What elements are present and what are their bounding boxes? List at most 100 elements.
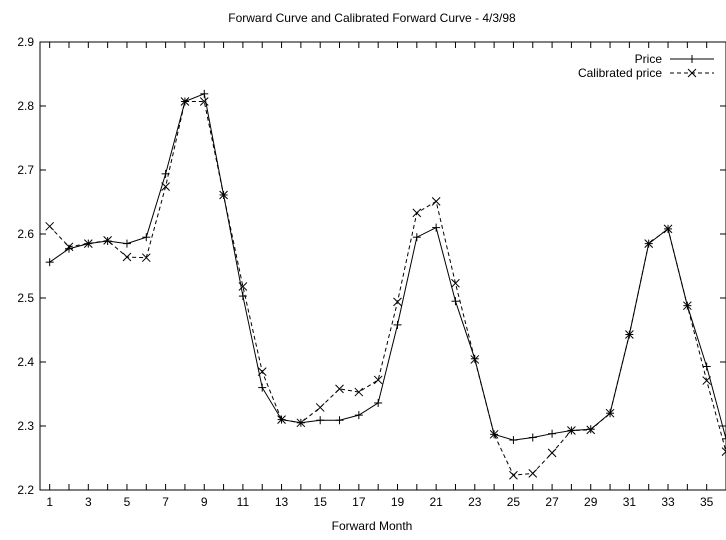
chart-title: Forward Curve and Calibrated Forward Cur… xyxy=(228,11,516,25)
series-lines xyxy=(45,89,726,480)
x-tick-label: 19 xyxy=(391,495,405,509)
data-point xyxy=(644,239,654,248)
x-marker-b xyxy=(373,375,383,385)
x-marker-b xyxy=(180,97,190,106)
x-marker-b xyxy=(354,387,364,397)
y-tick-label: 2.3 xyxy=(17,419,34,433)
y-tick-label: 2.9 xyxy=(17,35,34,49)
axes: 2.22.32.42.52.62.72.82.91 3 5 7 9 11 13 15 17 19 2… xyxy=(17,35,726,509)
y-tick-label: 2.7 xyxy=(17,163,34,177)
x-tick-label: 29 xyxy=(584,495,598,509)
data-point xyxy=(122,252,132,262)
x-marker-b xyxy=(315,403,325,412)
data-point xyxy=(257,367,267,376)
x-marker-b xyxy=(663,224,673,234)
y-tick-label: 2.6 xyxy=(17,227,34,241)
data-point xyxy=(509,470,518,480)
x-marker-b xyxy=(296,418,306,428)
x-tick-label: 1 xyxy=(46,495,53,509)
data-point xyxy=(451,297,460,306)
x-marker-b xyxy=(277,415,286,424)
data-point xyxy=(548,429,557,438)
x-marker-b xyxy=(721,450,726,456)
data-point xyxy=(722,434,726,443)
x-tick-label: 11 xyxy=(237,495,250,509)
data-point xyxy=(238,282,248,291)
legend-marker xyxy=(688,55,696,63)
data-point xyxy=(200,89,209,98)
x-tick-label: 13 xyxy=(275,495,289,509)
x-tick-label: 35 xyxy=(700,495,714,509)
data-point xyxy=(199,97,209,106)
data-point xyxy=(83,239,93,248)
data-point xyxy=(489,429,499,439)
x-marker-b xyxy=(103,236,112,245)
series-1 xyxy=(45,97,726,480)
data-point xyxy=(702,362,711,371)
legend-label: Price xyxy=(635,52,663,66)
x-marker-b xyxy=(470,355,480,364)
data-point xyxy=(682,301,692,311)
data-point xyxy=(316,416,325,425)
x-marker-b xyxy=(644,239,654,248)
x-tick-label: 5 xyxy=(124,495,131,509)
data-point xyxy=(663,224,673,234)
x-marker-b xyxy=(489,429,499,439)
data-point xyxy=(258,383,267,392)
x-tick-label: 21 xyxy=(429,495,443,509)
x-marker-b xyxy=(122,252,132,262)
data-point xyxy=(180,97,190,106)
data-point xyxy=(219,190,228,200)
legend-marker xyxy=(687,68,697,78)
y-tick-label: 2.5 xyxy=(17,291,34,305)
data-point xyxy=(625,330,634,339)
x-tick-label: 9 xyxy=(201,495,208,509)
data-point xyxy=(277,415,286,424)
x-marker-b xyxy=(161,182,170,191)
data-point xyxy=(412,208,422,218)
data-point xyxy=(161,182,170,191)
x-marker-b xyxy=(257,367,267,376)
x-axis-label: Forward Month xyxy=(332,519,413,533)
x-marker-b xyxy=(547,448,557,458)
data-point xyxy=(141,253,151,263)
x-marker-b xyxy=(567,426,576,435)
x-marker-b xyxy=(586,425,596,435)
x-marker-b xyxy=(238,282,248,291)
data-point xyxy=(432,223,441,232)
x-marker-a xyxy=(721,447,726,453)
data-point xyxy=(528,469,538,478)
data-point xyxy=(103,236,112,245)
x-marker-b xyxy=(702,376,712,385)
data-point xyxy=(374,398,383,407)
x-marker-b xyxy=(141,253,151,263)
x-tick-label: 31 xyxy=(623,495,637,509)
data-point xyxy=(393,297,402,307)
x-marker-b xyxy=(412,208,422,218)
data-point xyxy=(122,239,131,248)
y-tick-label: 2.4 xyxy=(17,355,34,369)
data-point xyxy=(567,426,576,435)
data-point xyxy=(547,448,557,458)
data-point xyxy=(431,197,441,206)
x-marker-b xyxy=(83,239,93,248)
x-marker-b xyxy=(509,470,518,480)
data-point xyxy=(702,376,712,385)
data-point xyxy=(412,233,421,242)
x-marker-b xyxy=(219,190,228,200)
x-marker-b xyxy=(393,297,402,307)
data-point xyxy=(586,425,596,435)
x-marker-b xyxy=(682,301,692,311)
data-point xyxy=(721,447,726,456)
x-marker-b xyxy=(64,242,74,252)
x-tick-label: 25 xyxy=(507,495,521,509)
series-0 xyxy=(45,89,726,445)
data-point xyxy=(373,375,383,385)
data-point xyxy=(509,436,518,445)
x-marker-b xyxy=(335,384,344,394)
x-marker-b xyxy=(528,469,538,478)
data-point xyxy=(470,355,480,364)
x-tick-label: 3 xyxy=(85,495,92,509)
